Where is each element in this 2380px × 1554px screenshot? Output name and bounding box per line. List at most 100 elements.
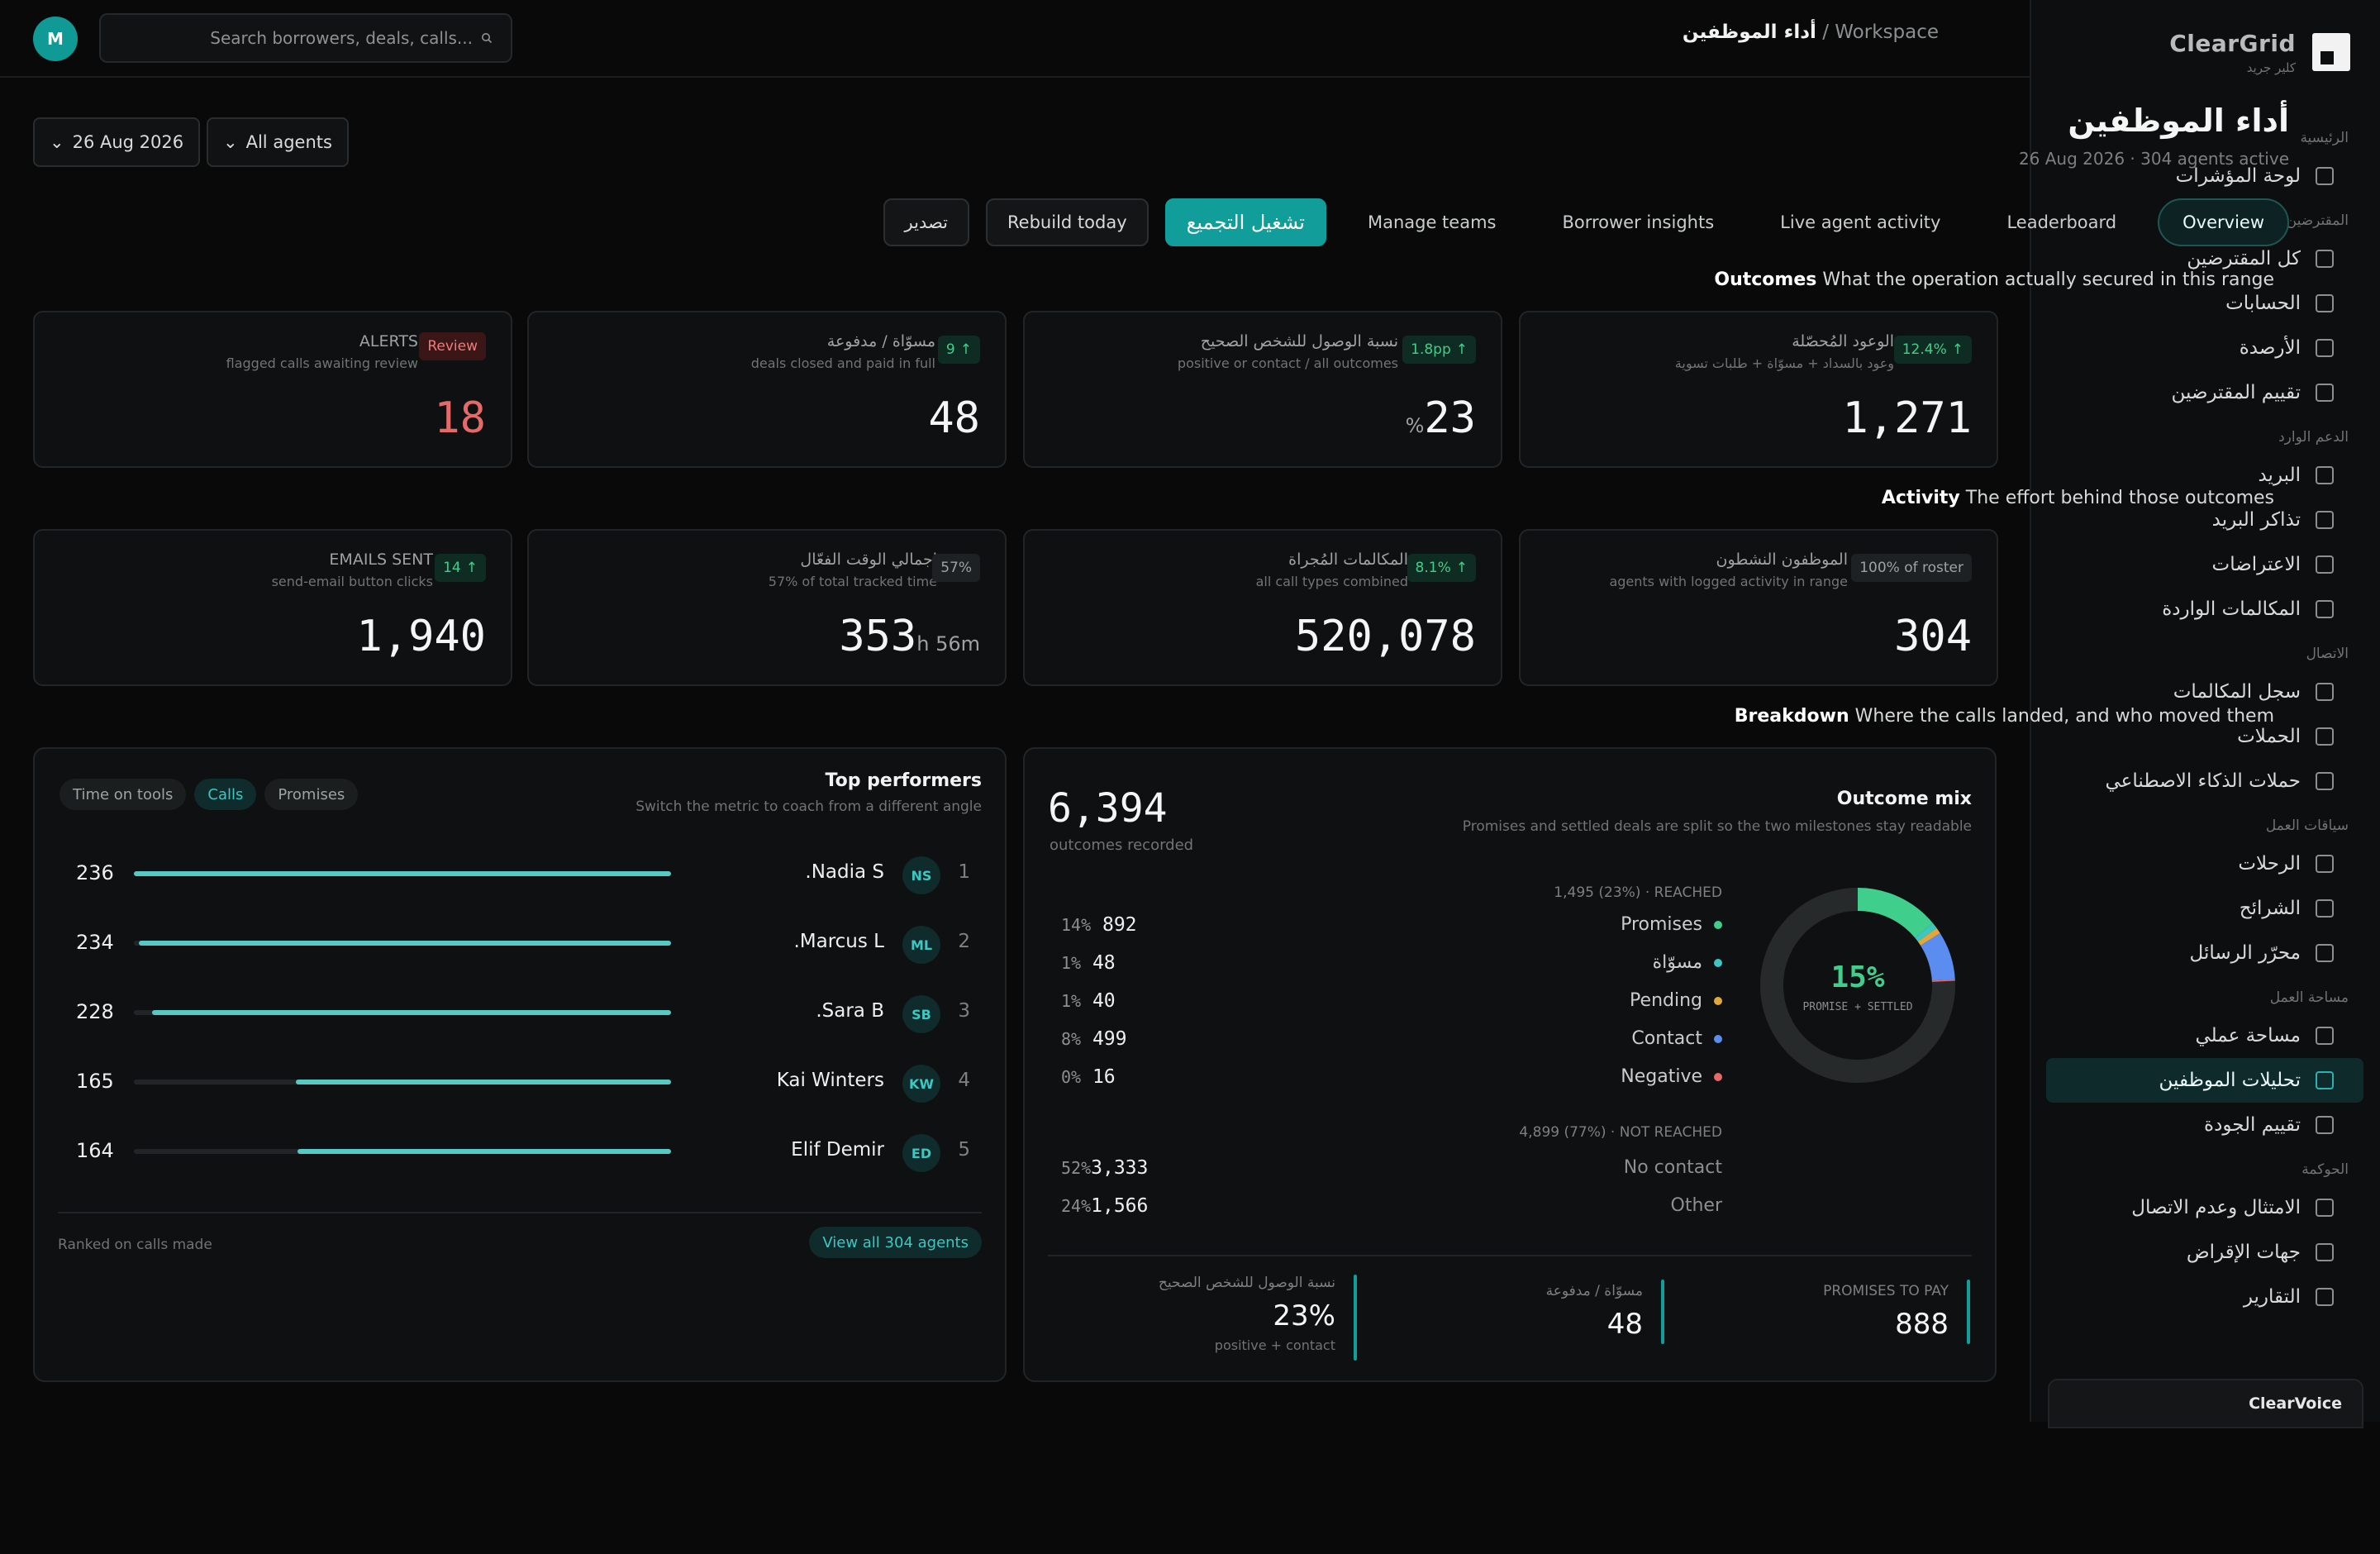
view-all-agents-button[interactable]: View all 304 agents: [809, 1227, 982, 1258]
sidebar-item[interactable]: الحملات: [2046, 714, 2363, 759]
sidebar-item[interactable]: حملات الذكاء الاصطناعي: [2046, 759, 2363, 803]
segment-calls[interactable]: Calls: [194, 779, 257, 810]
brand[interactable]: ClearGrid كلير جريد: [2169, 30, 2350, 75]
top-performers-panel: Time on tools Calls Promises Top performer…: [33, 747, 1007, 1382]
mix-percent: 1%: [1061, 991, 1082, 1011]
sidebar-item[interactable]: تحليلات الموظفين: [2046, 1058, 2363, 1103]
breadcrumb-workspace[interactable]: Workspace: [1835, 21, 1939, 43]
performer-row[interactable]: 165 Kai Winters KW 4: [60, 1058, 980, 1108]
sidebar-item[interactable]: سجل المكالمات: [2046, 670, 2363, 714]
sidebar-item[interactable]: الرحلات: [2046, 841, 2363, 886]
kpi-card[interactable]: الوعود المُحصّلة وعود بالسداد + مسوّاة +…: [1519, 311, 1998, 468]
nav-square-icon: [2316, 339, 2334, 357]
sidebar-item[interactable]: الامتثال وعدم الاتصال: [2046, 1185, 2363, 1230]
kpi-delta-value: 9: [945, 341, 955, 358]
sidebar-item[interactable]: التقارير: [2046, 1275, 2363, 1319]
kpi-card[interactable]: نسبة الوصول للشخص الصحيح positive or con…: [1023, 311, 1502, 468]
section-desc: Where the calls landed, and who moved th…: [1854, 706, 2274, 727]
sidebar-item[interactable]: المكالمات الواردة: [2046, 587, 2363, 632]
kpi-card[interactable]: الموظفون النشطون agents with logged acti…: [1519, 529, 1998, 686]
performer-avatar: KW: [902, 1065, 940, 1103]
panel-title: Outcome mix: [1836, 789, 1972, 809]
export-button[interactable]: تصدير: [883, 198, 970, 246]
kpi-number: 18: [434, 393, 486, 443]
kpi-delta-value: 14: [443, 560, 461, 576]
kpi-card[interactable]: ALERTS flagged calls awaiting review Rev…: [33, 311, 512, 468]
performer-row[interactable]: 234 Marcus L. ML 2: [60, 919, 980, 969]
kpi-subtitle: وعود بالسداد + مسوّاة + طلبات تسوية: [1674, 355, 1894, 371]
sidebar-item[interactable]: لوحة المؤشرات: [2046, 154, 2363, 198]
kpi-card[interactable]: المكالمات المُجراة all call types combin…: [1023, 529, 1502, 686]
arrow-up-icon: ↑: [465, 560, 478, 576]
tab-overview[interactable]: Overview: [2158, 198, 2289, 246]
sidebar-item-label: جهات الإقراض: [2186, 1242, 2301, 1263]
performer-row[interactable]: 164 Elif Demir ED 5: [60, 1127, 980, 1177]
legend-dot-icon: [1714, 958, 1722, 967]
section-desc: The effort behind those outcomes: [1965, 488, 2274, 508]
clearvoice-panel[interactable]: ClearVoice: [2048, 1379, 2363, 1428]
panel-subtitle: Promises and settled deals are split so …: [1462, 818, 1972, 835]
date-filter[interactable]: ⌄ 26 Aug 2026: [33, 117, 201, 167]
sidebar-item[interactable]: الشرائح: [2046, 886, 2363, 931]
sidebar-item-label: تذاكر البريد: [2211, 509, 2301, 531]
sidebar-item-label: سجل المكالمات: [2173, 681, 2301, 703]
kpi-card[interactable]: مسوّاة / مدفوعة deals closed and paid in…: [527, 311, 1007, 468]
run-aggregation-button[interactable]: تشغيل التجميع: [1164, 198, 1326, 246]
sidebar-item-label: الامتثال وعدم الاتصال: [2131, 1197, 2301, 1218]
sidebar-item[interactable]: الحسابات: [2046, 281, 2363, 326]
sidebar-item[interactable]: تقييم المقترضين: [2046, 370, 2363, 415]
sidebar-item[interactable]: البريد: [2046, 453, 2363, 498]
performer-bar-track: [134, 871, 671, 876]
nav-square-icon: [2316, 1288, 2334, 1306]
sidebar-item[interactable]: كل المقترضين: [2046, 236, 2363, 281]
avatar[interactable]: M: [33, 17, 78, 61]
mix-value: 52%3,333: [1061, 1157, 1148, 1179]
kpi-subtitle: all call types combined: [1255, 574, 1408, 589]
kpi-delta-value: 8.1%: [1415, 560, 1451, 576]
mix-percent: 24%: [1061, 1196, 1092, 1216]
performer-bar-fill: [134, 871, 671, 876]
search-input[interactable]: Search borrowers, deals, calls...: [99, 13, 512, 63]
nav-section-title: المقترضين: [2286, 212, 2349, 229]
kpi-number: 23: [1424, 393, 1476, 443]
section-title: Breakdown: [1734, 706, 1849, 727]
nav-square-icon: [2316, 511, 2334, 529]
tab-manage-teams[interactable]: Manage teams: [1367, 212, 1497, 232]
mix-legend-label: Negative: [1621, 1066, 1702, 1087]
sidebar-item[interactable]: تقييم الجودة: [2046, 1103, 2363, 1147]
mix-count: 16: [1092, 1066, 1116, 1088]
agents-filter[interactable]: ⌄ All agents: [207, 117, 349, 167]
nav-square-icon: [2316, 899, 2334, 918]
nav-square-icon: [2316, 944, 2334, 962]
performer-row[interactable]: 236 Nadia S. NS 1: [60, 850, 980, 899]
nav-square-icon: [2316, 384, 2334, 402]
sidebar-item[interactable]: مساحة عملي: [2046, 1013, 2363, 1058]
sidebar-item[interactable]: محرّر الرسائل: [2046, 931, 2363, 975]
kpi-delta-chip: 9 ↑: [937, 336, 980, 364]
tab-borrower-insights[interactable]: Borrower insights: [1562, 212, 1715, 232]
sidebar-item-label: لوحة المؤشرات: [2175, 165, 2301, 187]
segment-time-on-tools[interactable]: Time on tools: [60, 779, 187, 810]
sidebar-item[interactable]: الأرصدة: [2046, 326, 2363, 370]
rebuild-today-button[interactable]: Rebuild today: [986, 198, 1149, 246]
sidebar-item[interactable]: جهات الإقراض: [2046, 1230, 2363, 1275]
performer-row[interactable]: 228 Sara B. SB 3: [60, 989, 980, 1038]
performer-bar-track: [134, 1080, 671, 1084]
nav-square-icon: [2316, 1027, 2334, 1045]
kpi-card[interactable]: إجمالي الوقت الفعّال 57% of total tracke…: [527, 529, 1007, 686]
mix-percent: 0%: [1061, 1067, 1082, 1087]
breadcrumb: أداء الموظفين / Workspace: [1683, 21, 1939, 43]
kpi-card[interactable]: EMAILS SENT send-email button clicks 14 ↑…: [33, 529, 512, 686]
mix-count: 48: [1092, 952, 1116, 974]
kpi-subtitle: deals closed and paid in full: [750, 355, 935, 371]
mix-count: 1,566: [1091, 1195, 1149, 1217]
stat-sub: positive + contact: [1214, 1337, 1335, 1353]
tab-live-agent-activity[interactable]: Live agent activity: [1780, 212, 1941, 232]
sidebar-item[interactable]: تذاكر البريد: [2046, 498, 2363, 542]
outcomes-total: 6,394: [1048, 785, 1168, 832]
segment-promises[interactable]: Promises: [264, 779, 359, 810]
legend-dot-icon: [1714, 1072, 1722, 1081]
sidebar-item[interactable]: الاعتراضات: [2046, 542, 2363, 587]
tab-leaderboard[interactable]: Leaderboard: [2006, 212, 2117, 232]
breadcrumb-current: أداء الموظفين: [1682, 21, 1816, 43]
